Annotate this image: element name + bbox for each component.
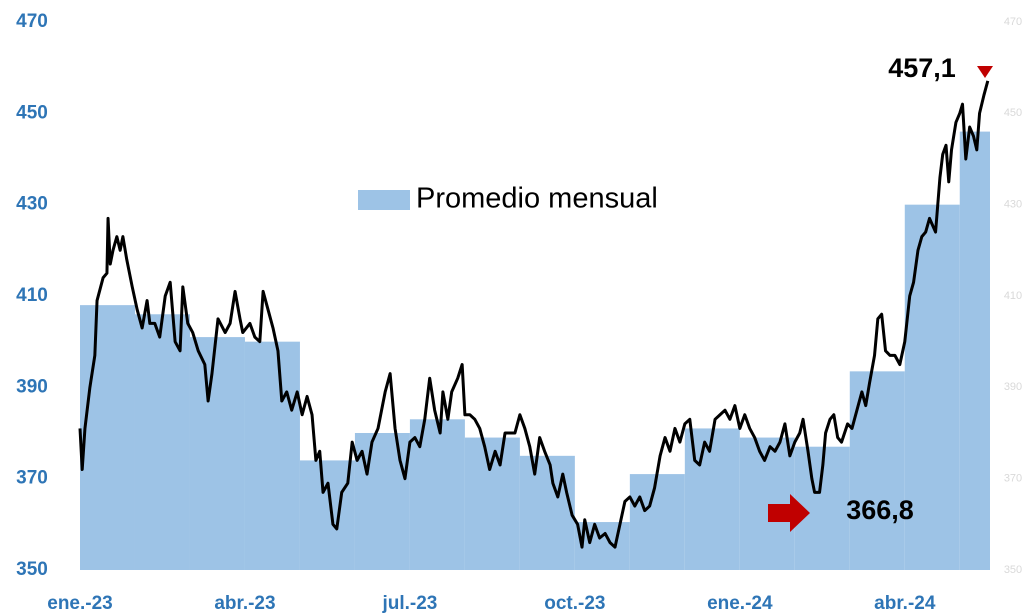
x-tick-label: jul.-23 [381, 593, 437, 614]
y2-tick-label: 470 [1004, 16, 1022, 28]
monthly-average [629, 474, 685, 570]
plot [78, 80, 990, 570]
arrow [768, 494, 810, 532]
legend-swatch [358, 190, 410, 210]
y-tick-label: 450 [16, 102, 48, 123]
monthly-average [189, 337, 245, 570]
monthly-average [904, 204, 960, 570]
y2-tick-label: 450 [1004, 107, 1022, 119]
y-tick-label: 430 [16, 194, 48, 215]
annotation: 457,1 [888, 53, 956, 83]
daily-line [78, 80, 990, 549]
y-tick-label: 350 [16, 559, 48, 580]
monthly-average [739, 437, 795, 570]
x-tick-label: ene.-24 [707, 593, 773, 614]
monthly-average [959, 131, 990, 570]
y2-tick-label: 410 [1004, 290, 1022, 302]
x-tick-label: abr.-24 [874, 593, 936, 614]
y-tick-label: 370 [16, 468, 48, 489]
x-tick-label: abr.-23 [214, 593, 275, 614]
y2-tick-label: 350 [1004, 564, 1022, 576]
y2-tick-label: 370 [1004, 473, 1022, 485]
monthly-average [244, 341, 300, 570]
legend-label: Promedio mensual [416, 183, 658, 215]
x-tick-label: ene.-23 [47, 593, 112, 614]
y2-tick-label: 390 [1004, 381, 1022, 393]
monthly-average [299, 460, 355, 570]
monthly-average [519, 455, 575, 570]
y-tick-label: 410 [16, 285, 48, 306]
y2-tick-label: 430 [1004, 199, 1022, 211]
y-tick-label: 470 [16, 11, 48, 32]
x-tick-label: oct.-23 [544, 593, 605, 614]
end-marker [977, 66, 993, 78]
annotation: 366,8 [846, 495, 914, 525]
monthly-average [80, 305, 135, 570]
y-tick-label: 390 [16, 376, 48, 397]
monthly-average [134, 314, 190, 570]
